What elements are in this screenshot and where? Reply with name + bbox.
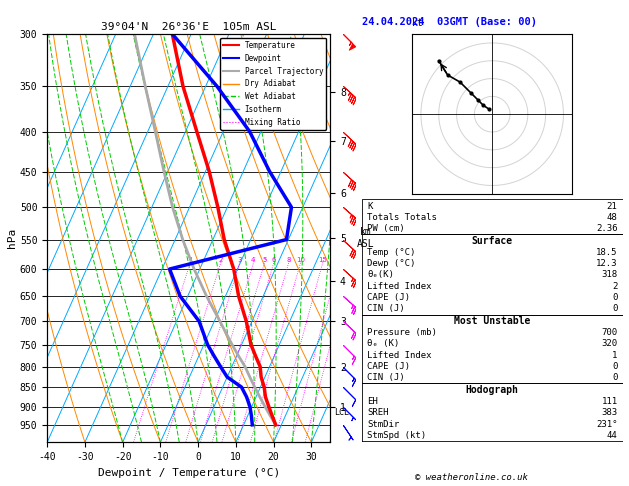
Text: 48: 48 bbox=[607, 213, 618, 222]
Text: Lifted Index: Lifted Index bbox=[367, 351, 431, 360]
Text: CAPE (J): CAPE (J) bbox=[367, 293, 410, 302]
Text: Totals Totals: Totals Totals bbox=[367, 213, 437, 222]
Text: EH: EH bbox=[367, 397, 377, 406]
Text: 18.5: 18.5 bbox=[596, 248, 618, 257]
Text: 0: 0 bbox=[612, 362, 618, 371]
Text: LCL: LCL bbox=[335, 408, 349, 417]
Text: kt: kt bbox=[412, 17, 424, 28]
Text: 24.04.2024  03GMT (Base: 00): 24.04.2024 03GMT (Base: 00) bbox=[362, 17, 537, 27]
Text: 21: 21 bbox=[607, 202, 618, 210]
Text: CIN (J): CIN (J) bbox=[367, 373, 404, 382]
Text: 5: 5 bbox=[262, 258, 267, 263]
Text: Temp (°C): Temp (°C) bbox=[367, 248, 415, 257]
Text: 6: 6 bbox=[271, 258, 276, 263]
X-axis label: Dewpoint / Temperature (°C): Dewpoint / Temperature (°C) bbox=[97, 468, 280, 478]
Text: Dewp (°C): Dewp (°C) bbox=[367, 259, 415, 268]
Text: 10: 10 bbox=[296, 258, 305, 263]
Text: 1: 1 bbox=[188, 258, 192, 263]
Text: 3: 3 bbox=[237, 258, 242, 263]
Text: θₑ (K): θₑ (K) bbox=[367, 339, 399, 348]
Text: CIN (J): CIN (J) bbox=[367, 304, 404, 313]
Text: StmDir: StmDir bbox=[367, 420, 399, 429]
Text: θₑ(K): θₑ(K) bbox=[367, 271, 394, 279]
Text: 12.3: 12.3 bbox=[596, 259, 618, 268]
Text: 2: 2 bbox=[218, 258, 223, 263]
Legend: Temperature, Dewpoint, Parcel Trajectory, Dry Adiabat, Wet Adiabat, Isotherm, Mi: Temperature, Dewpoint, Parcel Trajectory… bbox=[220, 38, 326, 130]
Text: © weatheronline.co.uk: © weatheronline.co.uk bbox=[415, 473, 528, 482]
Text: Pressure (mb): Pressure (mb) bbox=[367, 328, 437, 337]
Text: 4: 4 bbox=[251, 258, 255, 263]
Text: 2: 2 bbox=[612, 282, 618, 291]
Text: 1: 1 bbox=[612, 351, 618, 360]
Text: 0: 0 bbox=[612, 293, 618, 302]
Text: StmSpd (kt): StmSpd (kt) bbox=[367, 431, 426, 440]
Text: 15: 15 bbox=[318, 258, 327, 263]
Title: 39°04'N  26°36'E  105m ASL: 39°04'N 26°36'E 105m ASL bbox=[101, 22, 277, 32]
Text: CAPE (J): CAPE (J) bbox=[367, 362, 410, 371]
Text: Most Unstable: Most Unstable bbox=[454, 316, 530, 326]
Text: 111: 111 bbox=[601, 397, 618, 406]
Text: 320: 320 bbox=[601, 339, 618, 348]
Text: 231°: 231° bbox=[596, 420, 618, 429]
Text: 0: 0 bbox=[612, 304, 618, 313]
Text: 383: 383 bbox=[601, 408, 618, 417]
Text: 2.36: 2.36 bbox=[596, 224, 618, 233]
Text: SREH: SREH bbox=[367, 408, 388, 417]
Text: Lifted Index: Lifted Index bbox=[367, 282, 431, 291]
Text: PW (cm): PW (cm) bbox=[367, 224, 404, 233]
Text: 8: 8 bbox=[286, 258, 291, 263]
Text: 44: 44 bbox=[607, 431, 618, 440]
Y-axis label: km
ASL: km ASL bbox=[357, 227, 374, 249]
Y-axis label: hPa: hPa bbox=[7, 228, 17, 248]
Text: Hodograph: Hodograph bbox=[465, 385, 519, 395]
Text: K: K bbox=[367, 202, 372, 210]
Text: 700: 700 bbox=[601, 328, 618, 337]
Text: Surface: Surface bbox=[472, 236, 513, 246]
Text: 0: 0 bbox=[612, 373, 618, 382]
Text: 318: 318 bbox=[601, 271, 618, 279]
